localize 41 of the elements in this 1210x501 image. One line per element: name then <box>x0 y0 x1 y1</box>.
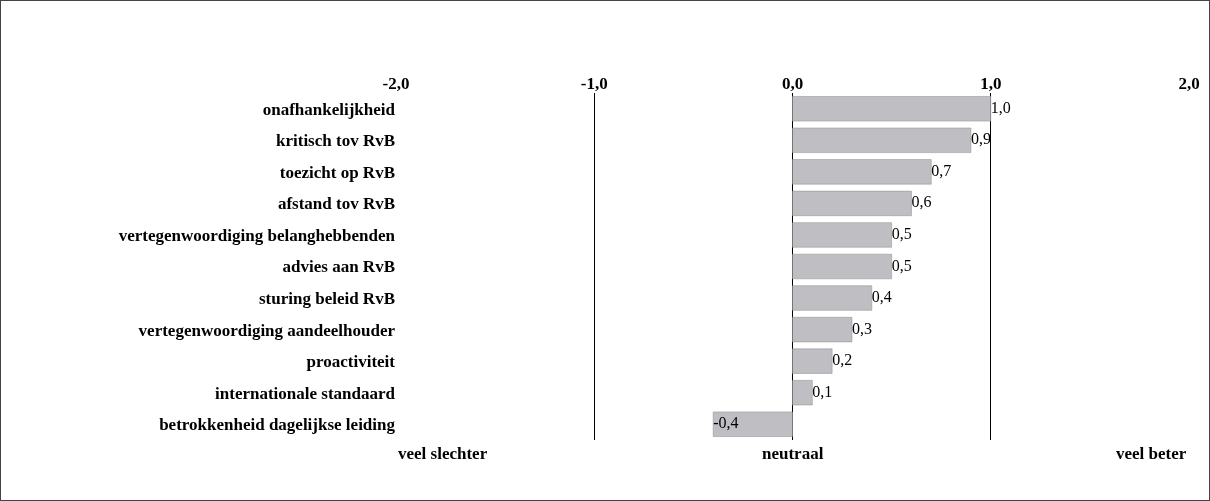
data-label: 1,0 <box>990 98 1011 116</box>
y-tick-label: afstand tov RvB <box>277 194 395 214</box>
data-label: 0,3 <box>851 319 872 337</box>
bar <box>792 317 853 343</box>
bar <box>792 190 912 216</box>
text: veel beter <box>1116 444 1187 463</box>
bar <box>792 127 972 153</box>
x-tick-label: 1,0 <box>980 73 1002 93</box>
y-tick-label: vertegenwoordiging aandeelhouder <box>138 320 396 340</box>
bar <box>792 285 873 311</box>
data-label: 0,1 <box>812 382 833 400</box>
bar <box>792 222 892 248</box>
y-tick-label: toezicht op RvB <box>279 162 395 182</box>
data-label: 0,5 <box>891 224 912 242</box>
text: veel slechter <box>398 444 488 463</box>
y-tick-label: advies aan RvB <box>282 257 395 277</box>
y-tick-label: vertegenwoordiging belanghebbenden <box>118 225 396 245</box>
bar <box>792 253 892 280</box>
y-tick-label: proactiviteit <box>306 352 396 372</box>
y-tick-label: kritisch tov RvB <box>276 131 395 151</box>
data-label: 0,4 <box>871 288 892 306</box>
y-tick-label: betrokkenheid dagelijkse leiding <box>159 415 396 435</box>
bar <box>792 96 991 122</box>
x-tick-label: 2,0 <box>1178 73 1200 93</box>
bar <box>792 380 813 406</box>
y-tick-label: internationale standaard <box>215 383 396 403</box>
data-label: -0,4 <box>713 414 739 432</box>
data-label: 0,6 <box>911 193 932 211</box>
data-label: 0,2 <box>832 351 853 369</box>
data-label: 0,7 <box>931 161 952 179</box>
text: neutraal <box>762 444 824 463</box>
x-tick-label: 0,0 <box>781 73 804 93</box>
bar <box>712 411 793 437</box>
x-tick-label: -2,0 <box>382 73 410 93</box>
data-label: 0,9 <box>970 130 991 148</box>
x-tick-label: -1,0 <box>580 73 608 93</box>
bar <box>792 159 932 185</box>
y-tick-label: sturing beleid RvB <box>258 289 395 308</box>
bar <box>792 348 833 374</box>
data-label: 0,5 <box>891 256 912 274</box>
y-tick-label: onafhankelijkheid <box>262 99 396 119</box>
